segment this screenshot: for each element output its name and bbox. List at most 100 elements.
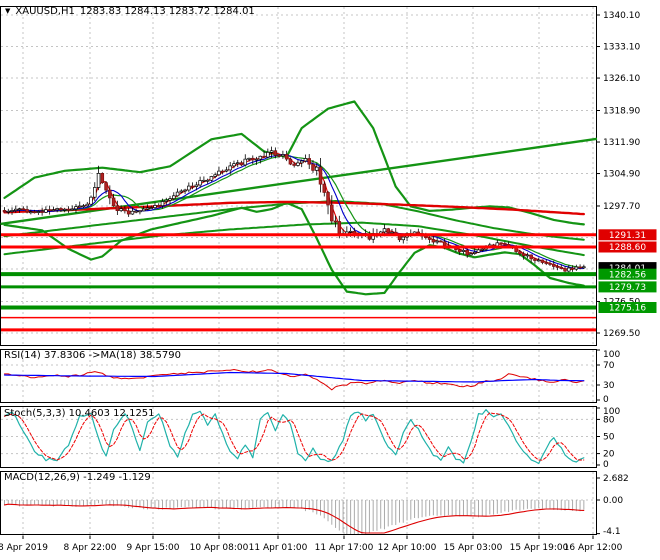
candle-body <box>85 203 90 207</box>
green-slow-ma-line <box>3 200 585 241</box>
candle-body <box>224 169 229 172</box>
candle-body <box>59 208 63 211</box>
candle-body <box>439 240 443 243</box>
candle-body <box>303 158 308 162</box>
candle-body <box>330 204 334 222</box>
stoch-scale-label: 50 <box>603 433 615 443</box>
candle-body <box>333 220 338 223</box>
candle-body <box>521 253 526 257</box>
time-axis-label: 11 Apr 17:00 <box>315 543 374 553</box>
candle-body <box>307 158 311 165</box>
candle-body <box>17 208 22 211</box>
candle-body <box>503 243 507 245</box>
candle-body <box>555 266 560 268</box>
svg-text:1282.56: 1282.56 <box>609 270 646 280</box>
candle-body <box>578 266 582 269</box>
svg-text:1291.31: 1291.31 <box>609 231 646 241</box>
candle-body <box>435 240 439 243</box>
candle-body <box>570 267 575 270</box>
candle-body <box>529 254 533 260</box>
candle-body <box>536 259 541 262</box>
candle-body <box>567 267 571 272</box>
candle-body <box>21 208 26 211</box>
macd-scale-label: 2.682 <box>603 474 629 484</box>
price-axis-label: 1297.70 <box>603 202 640 212</box>
candle-body <box>36 211 41 213</box>
svg-text:1288.60: 1288.60 <box>609 243 646 253</box>
candle-body <box>47 209 52 211</box>
candle-body <box>134 210 138 213</box>
candle-body <box>269 150 274 153</box>
candle-body <box>70 208 74 211</box>
upper-band-line <box>3 100 585 226</box>
candle-body <box>202 179 206 182</box>
svg-text:1279.73: 1279.73 <box>609 283 646 293</box>
chart-header: ▼ XAUUSD,H1 1283.83 1284.13 1283.72 1284… <box>5 4 255 18</box>
price-badge-green: 1279.73 <box>598 281 657 293</box>
candle-body <box>386 228 390 233</box>
candle-body <box>119 208 123 212</box>
price-axis-label: 1326.10 <box>603 74 640 84</box>
candle-body <box>574 266 579 270</box>
candle-body <box>198 180 202 186</box>
candle-body <box>311 163 315 171</box>
candle-body <box>89 196 93 205</box>
rsi-ma-line <box>3 371 585 383</box>
candle-body <box>469 253 473 256</box>
candle-body <box>525 254 530 257</box>
candle-body <box>190 185 195 188</box>
candle-body <box>96 173 101 188</box>
green-slow-ma2-line <box>3 221 585 257</box>
candle-body <box>62 209 67 211</box>
candle-body <box>115 205 120 212</box>
candle-body <box>183 189 187 192</box>
candle-body <box>318 166 323 185</box>
candle-body <box>254 158 259 161</box>
time-axis-label: 16 Apr 12:00 <box>564 543 623 553</box>
svg-text:1275.16: 1275.16 <box>609 304 646 314</box>
candle-body <box>292 163 296 166</box>
candle-body <box>424 235 428 239</box>
candle-body <box>563 268 567 272</box>
price-axis-label: 1318.90 <box>603 106 640 116</box>
candle-body <box>390 231 394 234</box>
candle-body <box>266 151 270 158</box>
candle-body <box>187 185 191 191</box>
macd-signal-line <box>3 503 585 534</box>
symbol-dropdown-icon[interactable]: ▼ <box>5 7 11 15</box>
candle-body <box>431 239 436 243</box>
candle-body <box>427 237 432 240</box>
candle-body <box>348 230 353 233</box>
candle-body <box>126 210 131 215</box>
candle-body <box>100 173 105 184</box>
candle-body <box>533 258 537 261</box>
candle-body <box>559 266 564 269</box>
candle-body <box>461 249 466 252</box>
candle-body <box>108 189 112 199</box>
candle-body <box>25 209 29 213</box>
price-badge-green: 1282.56 <box>598 268 657 280</box>
candle-body <box>247 157 251 160</box>
candle-body <box>401 236 406 241</box>
candle-body <box>74 206 78 210</box>
stoch-k-line <box>3 409 585 465</box>
candle-body <box>172 195 176 199</box>
candle-body <box>2 210 7 213</box>
price-axis-label: 1269.50 <box>603 329 640 339</box>
price-axis-label: 1311.90 <box>603 138 640 148</box>
candle-body <box>175 191 180 197</box>
candle-body <box>314 166 319 171</box>
candle-body <box>322 183 327 193</box>
rsi-scale-label: 70 <box>603 361 615 371</box>
candle-body <box>104 182 108 191</box>
stoch-scale-label: 0 <box>603 460 609 470</box>
candle-body <box>262 155 266 158</box>
macd-scale-label: -4.1 <box>603 527 621 537</box>
time-axis-label: 8 Apr 2019 <box>0 543 48 553</box>
price-badge-red: 1288.60 <box>598 241 657 253</box>
candle-body <box>476 249 481 253</box>
candle-body <box>205 179 210 182</box>
lower-band-line <box>3 201 585 296</box>
